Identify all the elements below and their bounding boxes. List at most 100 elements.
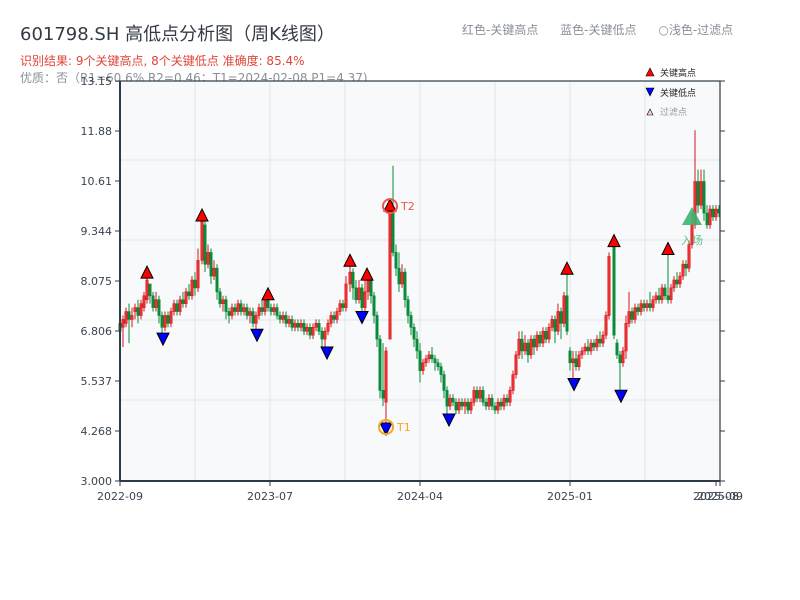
candle-body — [571, 358, 575, 364]
candle-body — [624, 323, 628, 352]
candle-body — [290, 319, 294, 328]
candle — [269, 303, 273, 316]
candle-body — [663, 287, 667, 297]
candle — [200, 216, 204, 265]
candle-body — [388, 208, 392, 340]
candle-body — [360, 287, 364, 308]
candle-body — [583, 346, 587, 352]
candle-body — [154, 299, 158, 308]
candle — [406, 295, 410, 324]
candle-body — [699, 181, 703, 206]
candle-body — [586, 346, 590, 352]
candle-body — [496, 401, 500, 411]
candle — [648, 291, 652, 312]
candle — [532, 335, 536, 355]
candle — [538, 331, 542, 348]
candle-body — [394, 252, 398, 269]
candle-body — [269, 307, 273, 312]
candle-body — [556, 311, 560, 332]
color-legend: 红色-关键高点 蓝色-关键低点 ○浅色-过滤点 — [462, 21, 733, 38]
candle — [184, 287, 188, 308]
candle-body — [696, 181, 700, 206]
candle-body — [475, 390, 479, 399]
candle-body — [427, 354, 431, 360]
candle-body — [499, 401, 503, 407]
candle-body — [317, 323, 321, 332]
candle — [547, 323, 551, 344]
candle — [612, 240, 616, 340]
candle — [711, 205, 715, 221]
candle — [448, 394, 452, 411]
candle-body — [329, 315, 333, 324]
candle — [175, 299, 179, 316]
candle-body — [630, 311, 634, 320]
color-legend-low: 蓝色-关键低点 — [560, 23, 637, 37]
candle — [568, 347, 572, 371]
candle — [272, 303, 276, 316]
candle-body — [254, 315, 258, 324]
candle — [583, 343, 587, 355]
candle — [535, 331, 539, 351]
candle — [181, 291, 185, 308]
candle — [544, 327, 548, 344]
candle-body — [675, 279, 679, 285]
y-tick-label: 3.000 — [81, 475, 113, 488]
y-tick-label: 10.61 — [81, 175, 113, 188]
candle — [651, 295, 655, 312]
candle — [714, 205, 718, 221]
candle-body — [421, 362, 425, 371]
candle — [505, 394, 509, 407]
candle — [332, 311, 336, 324]
key-low-marker — [250, 328, 264, 343]
candle — [669, 283, 673, 304]
candle — [589, 339, 593, 355]
candle-body — [145, 279, 149, 301]
candle — [221, 295, 225, 312]
candle-body — [184, 291, 188, 304]
candle-body — [203, 224, 207, 265]
candle-body — [341, 303, 345, 308]
candle — [218, 287, 222, 308]
candle-body — [511, 374, 515, 391]
candle-body — [363, 291, 367, 308]
candle — [323, 327, 327, 348]
candle — [666, 248, 670, 304]
legend-low-icon — [645, 87, 655, 97]
candle-body — [568, 350, 572, 364]
candle-body — [406, 299, 410, 316]
candle — [699, 169, 703, 210]
candle-body — [148, 283, 152, 297]
candle-body — [160, 315, 164, 328]
axes: 3.000 4.268 5.537 6.806 8.075 9.344 10.61 11.88… — [81, 75, 743, 503]
candle-body — [224, 299, 228, 312]
candle-body — [239, 303, 243, 312]
candle-body — [505, 397, 509, 403]
candle — [607, 252, 611, 320]
candle-body — [169, 311, 173, 324]
candle — [487, 394, 491, 411]
candle-body — [139, 303, 143, 316]
candle-body — [190, 279, 194, 297]
candle-body — [127, 311, 131, 320]
candle — [511, 370, 515, 395]
candle-body — [314, 323, 318, 328]
candle-body — [472, 390, 476, 403]
candle — [360, 283, 364, 312]
candle-body — [514, 354, 518, 375]
candle-body — [293, 323, 297, 328]
candle-body — [547, 327, 551, 340]
candle-body — [157, 299, 161, 316]
candle — [481, 386, 485, 407]
candle — [493, 402, 497, 415]
candle — [348, 264, 352, 292]
key-low-marker — [379, 422, 393, 437]
candle — [142, 291, 146, 312]
candle-body — [621, 350, 625, 364]
candle — [239, 299, 243, 316]
candle — [357, 280, 361, 304]
candle-body — [445, 390, 449, 407]
candle-body — [181, 299, 185, 304]
candle-body — [163, 315, 167, 328]
candle-body — [418, 350, 422, 371]
candle — [224, 295, 228, 320]
